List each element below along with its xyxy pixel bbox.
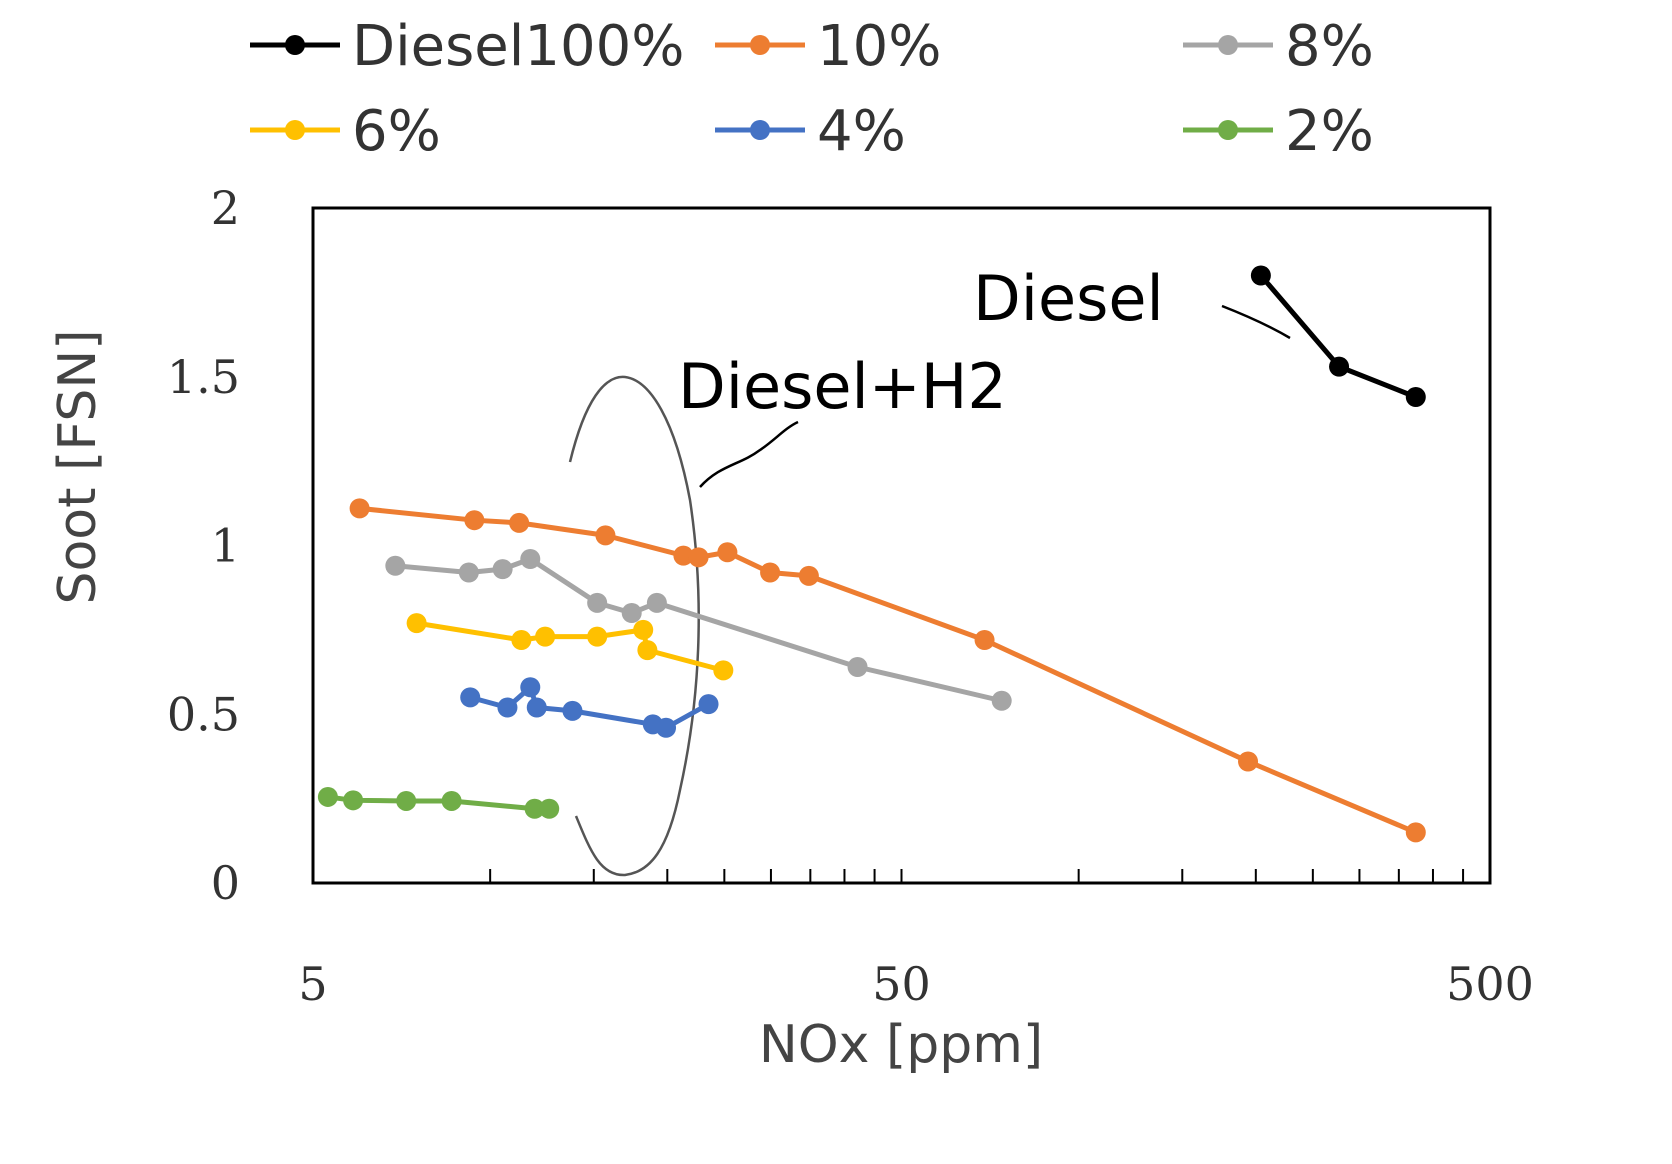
data-point (991, 690, 1012, 711)
legend-marker (750, 120, 770, 140)
data-point (688, 547, 709, 568)
legend-marker (750, 35, 770, 55)
data-point (1329, 356, 1350, 377)
data-point (460, 687, 481, 708)
legend-label: 10% (817, 14, 941, 79)
series-group (317, 265, 1426, 843)
series-6 (317, 786, 560, 819)
x-tick-label: 50 (872, 957, 931, 1011)
series-2 (349, 498, 1426, 843)
data-point (717, 542, 738, 563)
y-tick-label: 0.5 (167, 687, 240, 741)
legend-entry: 8% (1183, 14, 1374, 79)
diesel-h2-leader-line (699, 420, 799, 488)
data-point (524, 798, 545, 819)
y-tick-label: 2 (211, 181, 240, 235)
y-tick-label: 1 (211, 519, 240, 573)
data-point (1238, 751, 1259, 772)
legend-label: Diesel100% (352, 14, 684, 79)
data-point (637, 640, 658, 661)
series-1 (1250, 265, 1426, 407)
series-3 (385, 549, 1012, 711)
legend-label: 8% (1285, 14, 1374, 79)
x-tick-label: 5 (298, 957, 327, 1011)
legend-entry: 2% (1183, 99, 1374, 164)
data-point (847, 657, 868, 677)
series-line (359, 505, 1417, 835)
y-tick-label: 0 (211, 856, 240, 910)
legend-entry: 10% (715, 14, 941, 79)
data-point (621, 603, 642, 623)
data-point (441, 790, 462, 811)
legend-marker (1218, 120, 1238, 140)
data-point (656, 717, 677, 738)
data-point (713, 660, 734, 681)
legend-label: 2% (1285, 99, 1374, 164)
data-point (511, 630, 532, 650)
data-point (464, 510, 485, 531)
diesel-h2-ellipse (568, 375, 700, 877)
data-point (633, 619, 654, 640)
plot-area-frame (311, 206, 1492, 885)
series-line (416, 620, 724, 673)
series-5 (460, 677, 719, 738)
x-axis-label: NOx [ppm] (759, 1015, 1043, 1075)
data-point (526, 697, 547, 718)
data-point (539, 798, 560, 819)
legend-label: 6% (352, 99, 441, 164)
data-point (385, 555, 406, 576)
data-point (406, 613, 427, 634)
legend-label: 4% (817, 99, 906, 164)
data-point (492, 559, 513, 580)
y-axis-label: Soot [FSN] (48, 329, 108, 604)
annotation-diesel: Diesel (973, 262, 1164, 335)
data-point (974, 630, 995, 650)
axis-ticks: 5 50 500 0 0.5 1 1.5 2 (167, 181, 1534, 1011)
data-point (535, 626, 556, 647)
data-point (595, 525, 616, 546)
x-tick-label: 500 (1446, 957, 1534, 1011)
y-tick-label: 1.5 (167, 350, 240, 404)
diesel-leader-line (1221, 304, 1291, 340)
legend: Diesel100% 10% 8% 6% 4% 2% (250, 14, 1374, 164)
data-point (760, 562, 781, 583)
data-point (509, 512, 530, 533)
legend-entry: Diesel100% (250, 14, 684, 79)
data-point (646, 592, 667, 613)
data-point (798, 565, 819, 586)
data-point (698, 694, 719, 715)
data-point (1250, 265, 1271, 286)
legend-entry: 4% (715, 99, 906, 164)
data-point (497, 697, 518, 718)
data-point (562, 700, 583, 721)
series-4 (406, 613, 734, 681)
data-point (587, 626, 608, 647)
data-point (1405, 387, 1426, 407)
data-point (343, 790, 364, 811)
data-point (317, 786, 338, 807)
data-point (349, 498, 370, 519)
data-point (520, 549, 541, 569)
data-point (1405, 822, 1426, 843)
legend-marker (1218, 35, 1238, 55)
legend-marker (285, 35, 305, 55)
series-line (1258, 273, 1417, 400)
data-point (458, 562, 479, 583)
data-point (396, 790, 417, 811)
legend-marker (285, 120, 305, 140)
data-point (673, 545, 694, 566)
legend-entry: 6% (250, 99, 441, 164)
annotation-diesel-h2: Diesel+H2 (678, 350, 1007, 423)
data-point (587, 592, 608, 613)
annotations: Diesel Diesel+H2 (568, 262, 1291, 877)
data-point (520, 677, 541, 698)
